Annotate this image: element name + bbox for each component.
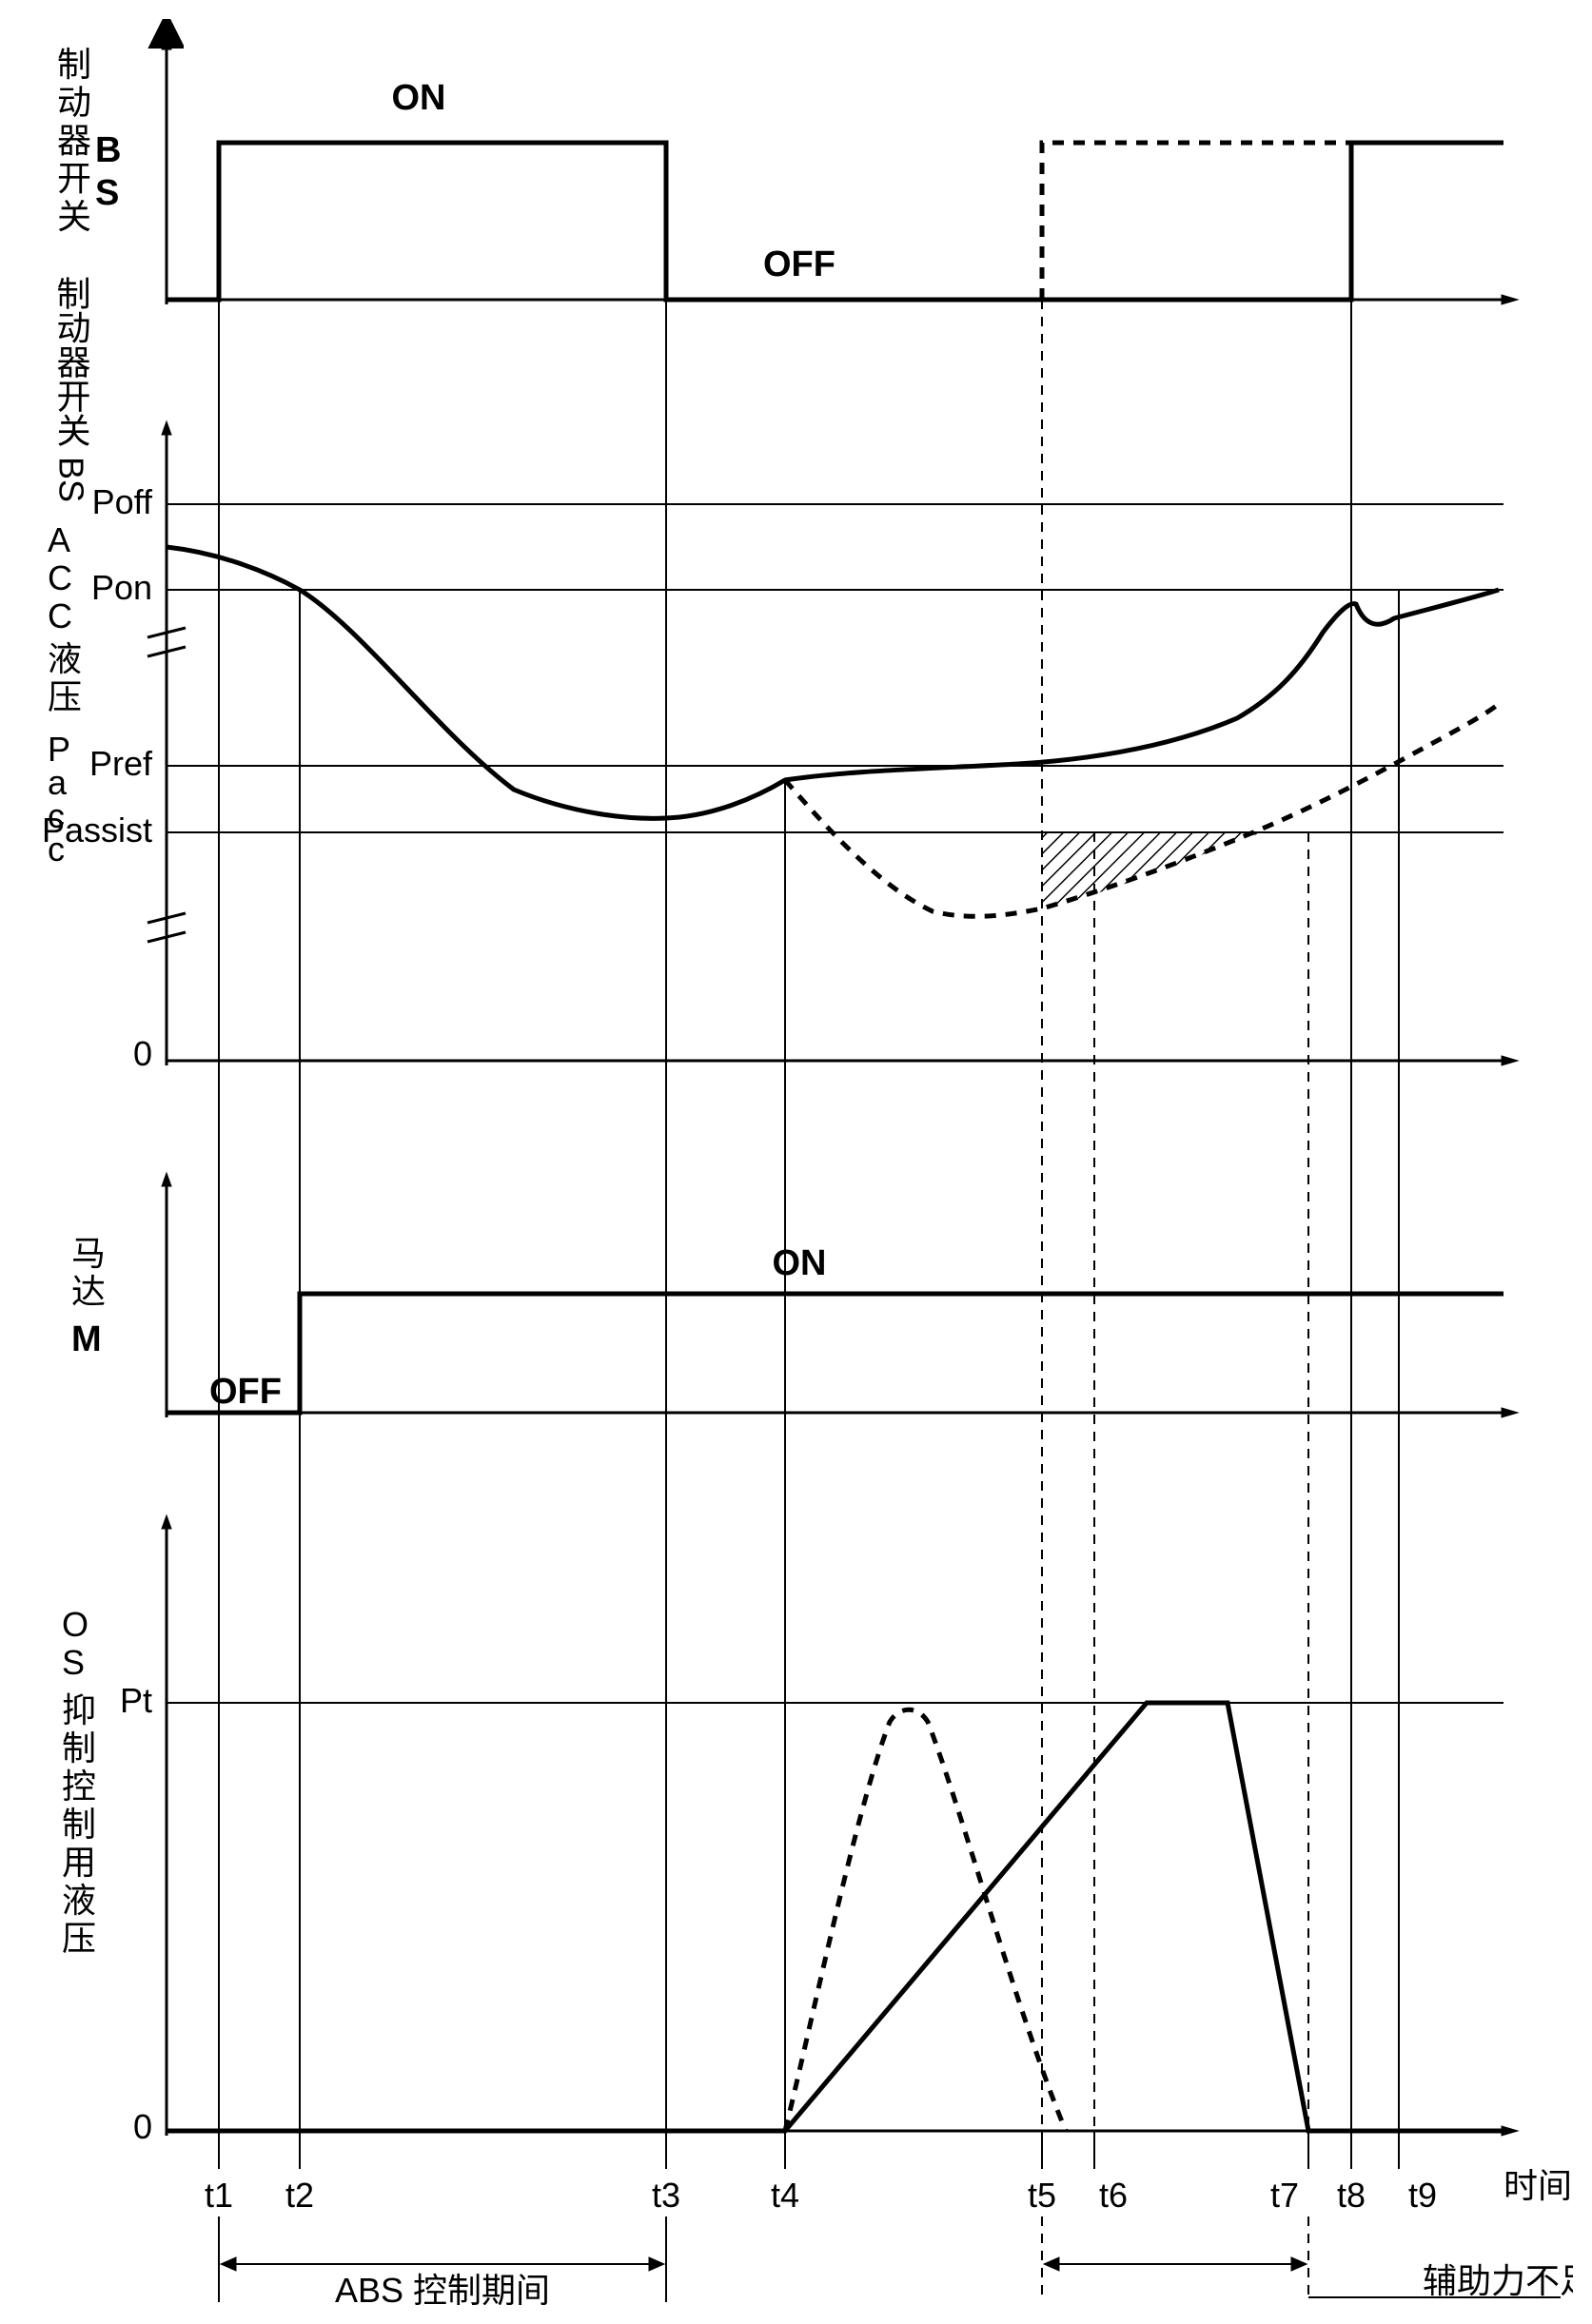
panel-brake-switch: 制动器开关 BS 制 动 器 开 关 B S ON OFF <box>52 36 1519 502</box>
panel2-dashed-curve <box>785 704 1499 916</box>
pt-label: Pt <box>120 1681 152 1720</box>
t6-label: t6 <box>1099 2176 1128 2215</box>
abs-label: ABS 控制期间 <box>335 2271 550 2305</box>
panel1-ylabel-text: 制动器开关 BS <box>52 276 91 502</box>
panel1-ylabel-line4: 开 <box>57 159 91 198</box>
panel3-yl-2: 达 <box>71 1272 106 1311</box>
t3-label: t3 <box>652 2176 680 2215</box>
chart-svg: 制动器开关 BS 制 动 器 开 关 B S ON OFF Poff Pon P… <box>19 19 1573 2305</box>
panel4-yl-6: 制 <box>62 1805 96 1844</box>
panel1-ylabel-line3: 器 <box>57 121 91 160</box>
t2-label: t2 <box>285 2176 314 2215</box>
panel4-yl-2: S <box>62 1643 85 1682</box>
pon-label: Pon <box>91 568 152 607</box>
panel1-ylabel-bs: B <box>95 130 121 170</box>
panel3-off-label: OFF <box>209 1372 282 1412</box>
panel1-ylabel-bs2: S <box>95 173 119 213</box>
panel2-zero-label: 0 <box>133 1034 152 1073</box>
t5-label: t5 <box>1028 2176 1056 2215</box>
panel1-ylabel-line5: 关 <box>57 197 91 236</box>
vertical-guides <box>219 143 1399 2169</box>
panel-motor: 马 达 M ON OFF <box>71 1173 1518 1417</box>
panel1-dashed-signal <box>1042 143 1351 300</box>
panel2-yl-2: C <box>48 558 72 597</box>
t7-label: t7 <box>1270 2176 1299 2215</box>
t1-label: t1 <box>205 2176 233 2215</box>
panel3-yl-1: 马 <box>71 1234 106 1273</box>
panel4-zero-label: 0 <box>133 2107 152 2146</box>
panel3-on-label: ON <box>773 1243 827 1283</box>
panel-os-suppress: Pt 0 O S 抑 制 控 制 用 液 压 <box>62 1515 1518 2146</box>
pref-label: Pref <box>89 744 153 783</box>
panel1-ylabel-line1: 制 <box>57 45 91 84</box>
panel4-yl-9: 压 <box>62 1919 96 1958</box>
panel2-yl-5: 压 <box>48 677 82 716</box>
panel2-yl-9: c <box>48 830 65 869</box>
t9-label: t9 <box>1408 2176 1437 2215</box>
panel4-yl-5: 控 <box>62 1767 96 1806</box>
panel4-yl-8: 液 <box>62 1881 96 1920</box>
panel2-yl-1: A <box>48 520 70 559</box>
time-ticks: t1 t2 t3 t4 t5 t6 t7 t8 t9 时间 <box>205 2131 1572 2215</box>
panel2-yl-3: C <box>48 596 72 635</box>
bottom-annotations: ABS 控制期间 辅助力不足 <box>219 2217 1573 2305</box>
assist-label: 辅助力不足 <box>1423 2261 1573 2300</box>
panel4-dashed-curve <box>785 1709 1066 2131</box>
panel1-ylabel-line2: 动 <box>57 83 91 122</box>
panel2-yl-4: 液 <box>48 639 82 678</box>
t8-label: t8 <box>1337 2176 1366 2215</box>
panel4-yl-3: 抑 <box>62 1690 96 1729</box>
timing-diagram: 制动器开关 BS 制 动 器 开 关 B S ON OFF Poff Pon P… <box>19 19 1573 2305</box>
panel4-yl-4: 制 <box>62 1728 96 1767</box>
poff-label: Poff <box>92 482 153 521</box>
t4-label: t4 <box>771 2176 799 2215</box>
panel1-ylabel: 制动器开关 BS <box>52 276 91 502</box>
panel4-yl-7: 用 <box>62 1843 96 1882</box>
panel3-solid-signal <box>167 1294 1504 1413</box>
panel1-off-label: OFF <box>763 244 835 284</box>
panel4-yl-1: O <box>62 1605 88 1644</box>
panel-acc-pressure: Poff Pon Pref Passist 0 A C C 液 压 P a c … <box>42 421 1518 1073</box>
panel2-solid-curve <box>167 547 1499 818</box>
panel3-yl-3: M <box>71 1319 102 1359</box>
panel1-on-label: ON <box>392 78 446 118</box>
time-axis-label: 时间 <box>1504 2166 1572 2205</box>
